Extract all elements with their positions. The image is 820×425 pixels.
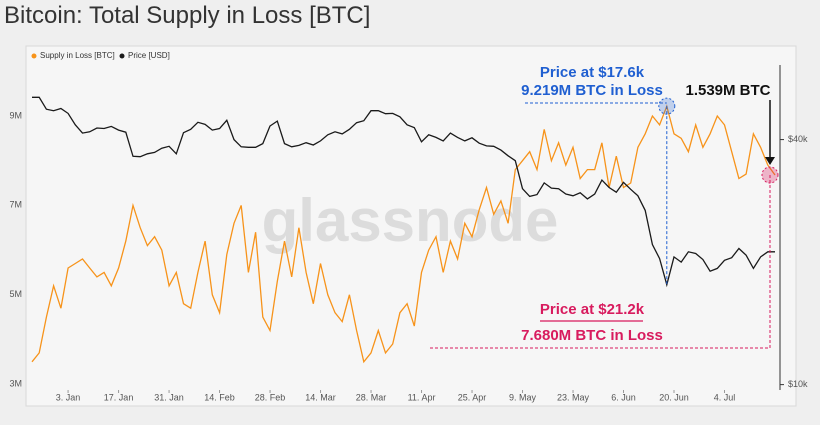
x-tick-label: 28. Feb [255, 392, 286, 402]
x-tick-label: 20. Jun [659, 392, 689, 402]
annotation: 9.219M BTC in Loss [521, 82, 663, 99]
annotation: 1.539M BTC [685, 82, 770, 99]
legend-label: Supply in Loss [BTC] [40, 51, 115, 60]
x-tick-label: 28. Mar [356, 392, 387, 402]
annotation: Price at $17.6k [540, 64, 645, 81]
annotation: 7.680M BTC in Loss [521, 327, 663, 344]
x-tick-label: 4. Jul [714, 392, 736, 402]
x-tick-label: 3. Jan [56, 392, 81, 402]
legend-swatch [31, 53, 37, 59]
y-tick-label: 3M [9, 379, 22, 389]
series-line [32, 96, 775, 288]
arrow-head [765, 156, 775, 165]
x-tick-label: 31. Jan [154, 392, 184, 402]
x-tick-label: 14. Feb [204, 392, 235, 402]
highlight [761, 166, 779, 184]
x-tick-label: 17. Jan [104, 392, 134, 402]
legend-swatch [119, 53, 125, 59]
x-tick-label: 25. Apr [458, 392, 487, 402]
x-tick-label: 11. Apr [408, 392, 436, 402]
chart-panel [25, 45, 797, 407]
x-tick-label: 14. Mar [305, 392, 336, 402]
series-line [31, 104, 776, 364]
watermark: glassnode [262, 187, 559, 254]
y2-tick-label: $40k [788, 134, 808, 144]
y2-tick-label: $10k [788, 379, 808, 389]
y-tick-label: 5M [9, 289, 22, 299]
page-title: Bitcoin: Total Supply in Loss [BTC] [4, 2, 371, 29]
highlight [658, 97, 676, 115]
x-tick-label: 23. May [557, 392, 590, 402]
x-tick-label: 6. Jun [611, 392, 636, 402]
legend-label: Price [USD] [128, 51, 170, 60]
y-tick-label: 9M [9, 110, 22, 120]
annotation: Price at $21.2k [540, 301, 645, 318]
y-tick-label: 7M [9, 200, 22, 210]
x-tick-label: 9. May [509, 392, 537, 402]
